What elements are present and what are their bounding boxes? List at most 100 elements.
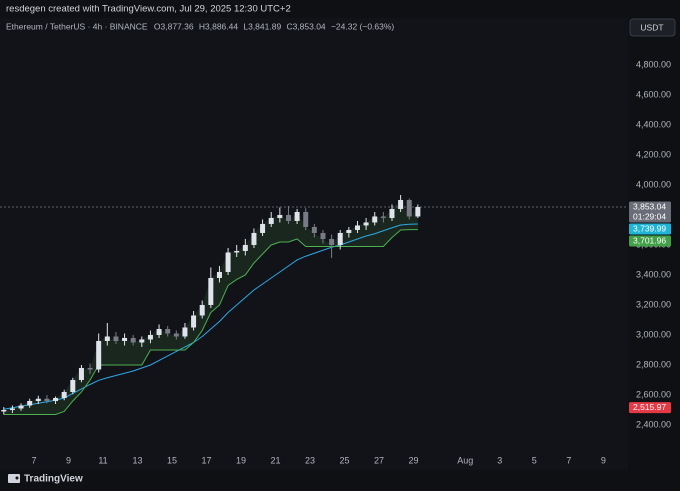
- candle: [87, 363, 93, 374]
- candle-body: [9, 408, 15, 410]
- candle-body: [225, 252, 231, 272]
- logo: [8, 474, 20, 483]
- price-badge-label: 2,515.97: [633, 402, 666, 412]
- legend-item: L3,841.89: [243, 21, 281, 31]
- candle: [70, 377, 76, 395]
- y-tick-label: 4,400.00: [636, 119, 671, 129]
- candle-body: [398, 199, 404, 209]
- candle: [35, 395, 41, 404]
- price-badge: [629, 402, 671, 414]
- candle: [337, 229, 343, 250]
- legend-item: −24.32 (−0.63%): [331, 21, 394, 31]
- candle: [78, 364, 84, 383]
- candle-body: [182, 327, 188, 337]
- x-tick-label: 15: [167, 455, 177, 465]
- x-tick-label: 9: [601, 455, 606, 465]
- candle: [303, 208, 309, 230]
- footer-brand: TradingView: [24, 474, 83, 485]
- candle-body: [268, 217, 274, 224]
- candle-body: [122, 337, 128, 341]
- candle-body: [1, 409, 7, 412]
- price-badge-label: 3,739.99: [633, 224, 666, 234]
- plot-area: [0, 18, 628, 470]
- candle: [147, 330, 153, 344]
- candle-body: [277, 214, 283, 218]
- y-tick-label: 2,800.00: [636, 359, 671, 369]
- candle: [173, 330, 179, 340]
- candle: [406, 198, 412, 220]
- candle: [277, 207, 283, 223]
- candle: [329, 234, 335, 259]
- candle-body: [354, 225, 360, 230]
- candle: [311, 223, 317, 238]
- candle: [27, 398, 33, 408]
- countdown: 01:29:04: [633, 211, 666, 221]
- candle: [61, 389, 67, 401]
- candle: [216, 265, 222, 283]
- x-tick-label: 7: [566, 455, 571, 465]
- candle-body: [311, 226, 317, 233]
- candle: [122, 333, 128, 346]
- currency-label[interactable]: USDT: [640, 22, 663, 32]
- candle-body: [406, 199, 412, 217]
- candle-body: [337, 232, 343, 245]
- candle: [191, 310, 197, 331]
- candle-body: [389, 208, 395, 218]
- candle: [363, 217, 369, 230]
- x-tick-label: 3: [497, 455, 502, 465]
- candle: [1, 406, 7, 415]
- y-tick-label: 3,400.00: [636, 269, 671, 279]
- price-badge: [629, 223, 671, 235]
- candle: [415, 204, 421, 218]
- candle-body: [61, 391, 67, 398]
- candle-body: [44, 398, 50, 401]
- candle: [53, 396, 59, 404]
- candle: [242, 238, 248, 256]
- candle: [139, 336, 145, 347]
- legend-item: O3,877.36: [154, 21, 194, 31]
- candle: [18, 403, 24, 411]
- x-tick-label: 23: [305, 455, 315, 465]
- candle: [372, 211, 378, 226]
- y-tick-label: 4,200.00: [636, 149, 671, 159]
- candle-body: [242, 244, 248, 251]
- candle-body: [380, 216, 386, 218]
- candle: [354, 220, 360, 233]
- candle: [320, 229, 326, 244]
- x-tick-label: 9: [66, 455, 71, 465]
- x-tick-label: 27: [374, 455, 384, 465]
- candle-body: [104, 336, 110, 341]
- price-badge-label: 3,701.96: [633, 236, 666, 246]
- header: resdegen created with TradingView.com, J…: [6, 4, 291, 15]
- candle: [225, 247, 231, 275]
- candle-body: [415, 207, 421, 217]
- candle: [398, 195, 404, 212]
- candle-body: [70, 379, 76, 392]
- candle-body: [346, 229, 352, 233]
- candle-body: [165, 328, 171, 334]
- y-tick-label: 4,800.00: [636, 59, 671, 69]
- symbol: Ethereum / TetherUS · 4h · BINANCE: [6, 21, 148, 31]
- x-tick-label: 7: [31, 455, 36, 465]
- candle-body: [27, 400, 33, 406]
- y-tick-label: 4,600.00: [636, 89, 671, 99]
- candle: [251, 228, 257, 248]
- candle: [294, 208, 300, 224]
- price-badge-label: 3,853.04: [633, 202, 666, 212]
- x-tick-label: 5: [532, 455, 537, 465]
- currency-button[interactable]: [629, 18, 676, 37]
- candle: [346, 226, 352, 238]
- x-tick-label: 13: [132, 455, 142, 465]
- x-tick-label: 19: [236, 455, 246, 465]
- candle: [96, 333, 102, 373]
- candle: [234, 244, 240, 257]
- candle-body: [294, 211, 300, 221]
- candle-body: [191, 315, 197, 328]
- candle: [130, 334, 136, 346]
- candle-body: [53, 397, 59, 401]
- legend-item: H3,886.44: [199, 21, 238, 31]
- candle-body: [18, 405, 24, 409]
- candle: [199, 300, 205, 319]
